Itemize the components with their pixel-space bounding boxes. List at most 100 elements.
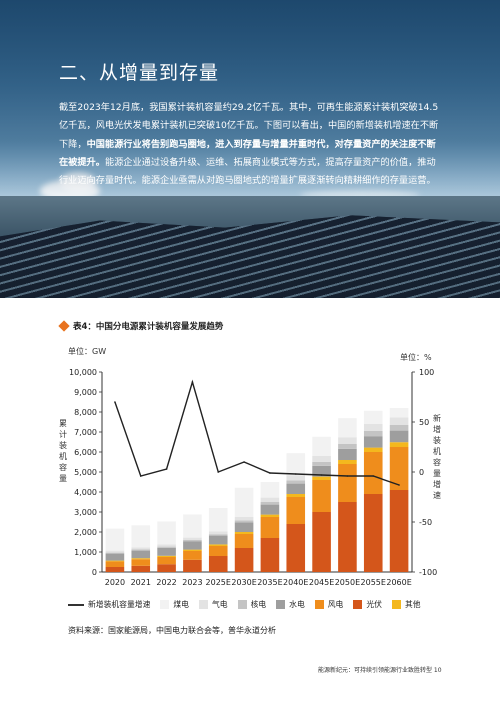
bar-hydro: [363, 436, 383, 448]
y-tick-label: 1,000: [74, 548, 97, 557]
bar-hydro: [208, 535, 228, 545]
bar-nuclear: [234, 520, 254, 523]
bar-hydro: [389, 430, 409, 443]
x-tick-label: 2045E: [309, 578, 334, 587]
growth-point: [114, 401, 116, 403]
section-title: 二、从增量到存量: [59, 62, 220, 84]
bar-solar: [208, 556, 228, 572]
bar-gas: [260, 497, 280, 502]
bar-coal: [260, 482, 280, 498]
bar-other: [260, 514, 280, 517]
bar-solar: [183, 559, 202, 572]
intro-paragraph: 截至2023年12月底，我国累计装机容量约29.2亿千瓦。其中，可再生能源累计装…: [59, 99, 443, 190]
bar-other: [208, 544, 228, 546]
bar-solar: [260, 538, 280, 572]
bar-gas: [389, 417, 409, 425]
source-note: 资料来源：国家能源局，中国电力联合会等，普华永道分析: [68, 626, 276, 635]
bar-gas: [157, 544, 176, 547]
y-tick-label: 2,000: [74, 528, 97, 537]
y-tick-label: 0: [92, 568, 97, 577]
bar-gas: [131, 547, 151, 550]
y-axis-label-left: 累计装机容量: [59, 419, 67, 483]
swatch-other: [391, 600, 401, 609]
bar-coal: [389, 408, 409, 418]
bar-gas: [286, 475, 306, 481]
legend-label: 光伏: [366, 600, 382, 609]
legend-item-line: 新增装机容量增速: [68, 599, 150, 610]
y2-tick-label: 0: [419, 468, 424, 477]
bar-coal: [131, 525, 151, 548]
bar-gas: [105, 550, 125, 553]
legend-item-nuclear: 核电: [237, 599, 267, 610]
hero-banner: [0, 0, 500, 298]
bar-gas: [208, 531, 228, 535]
bar-solar: [363, 494, 383, 572]
legend-label: 风电: [327, 600, 344, 609]
y-axis-label-right: 新增装机容量增速: [433, 414, 441, 500]
y2-tick-label: -100: [419, 568, 437, 577]
legend: 新增装机容量增速 煤电 气电 核电 水电 风电 光伏 其他: [68, 599, 431, 610]
bar-gas: [183, 537, 202, 540]
swatch-nuclear: [237, 600, 247, 609]
legend-item-coal: 煤电: [160, 599, 189, 610]
bar-nuclear: [260, 502, 280, 505]
bar-hydro: [105, 553, 125, 561]
legend-item-gas: 气电: [198, 599, 228, 610]
growth-point: [243, 461, 245, 463]
bar-gas: [363, 423, 383, 431]
swatch-solar: [353, 600, 363, 609]
bar-nuclear: [338, 444, 357, 449]
bar-coal: [363, 410, 383, 424]
bar-coal: [105, 528, 125, 551]
x-tick-label: 2050E: [335, 578, 360, 587]
bar-gas: [338, 437, 357, 444]
growth-point: [346, 475, 349, 477]
bar-solar: [389, 490, 409, 572]
solar-panels-image: [0, 215, 500, 298]
y2-tick-label: 50: [419, 418, 429, 427]
bar-wind: [234, 534, 254, 548]
swatch-gas: [198, 600, 208, 609]
y-tick-label: 5,000: [74, 468, 97, 477]
y-tick-label: 6,000: [74, 448, 97, 457]
bar-wind: [363, 452, 383, 494]
bar-solar: [338, 502, 357, 572]
bar-coal: [286, 453, 306, 476]
unit-left: 单位：GW: [68, 347, 107, 356]
bar-wind: [105, 561, 125, 567]
growth-point: [398, 484, 400, 486]
legend-label: 气电: [211, 600, 228, 609]
legend-item-other: 其他: [391, 599, 421, 610]
x-tick-label: 2023: [182, 578, 202, 587]
legend-label: 核电: [250, 600, 267, 609]
x-tick-label: 2025E: [206, 578, 231, 587]
swatch-wind: [314, 600, 324, 609]
bar-nuclear: [312, 461, 331, 466]
growth-point: [139, 475, 142, 477]
bar-coal: [157, 521, 176, 545]
bar-coal: [208, 508, 228, 532]
bar-nuclear: [131, 549, 151, 551]
bar-coal: [183, 514, 202, 538]
bar-hydro: [234, 522, 254, 532]
bar-other: [105, 560, 125, 562]
y-tick-label: 10,000: [69, 368, 97, 377]
y-tick-label: 3,000: [74, 508, 97, 517]
legend-item-wind: 风电: [314, 599, 344, 610]
bar-wind: [286, 497, 306, 524]
bar-nuclear: [183, 540, 202, 542]
bar-hydro: [131, 550, 151, 559]
x-tick-label: 2021: [131, 578, 151, 587]
bar-hydro: [260, 504, 280, 515]
growth-point: [269, 472, 271, 474]
bar-nuclear: [363, 431, 383, 437]
bar-other: [183, 549, 202, 551]
legend-label: 其他: [404, 600, 421, 609]
intro-text-2: 能源企业通过设备升级、运维、拓展商业模式等方式，提高存量资产的价值，推动行业迈向…: [59, 156, 436, 187]
y-tick-label: 9,000: [74, 388, 97, 397]
x-tick-label: 2055E: [361, 578, 386, 587]
capacity-chart: 0 1,000 2,000 3,000 4,000 5,000 6,000 7,000 8,00…: [69, 368, 437, 587]
growth-line: [114, 379, 400, 486]
bar-solar: [131, 565, 151, 572]
bar-wind: [208, 546, 228, 556]
